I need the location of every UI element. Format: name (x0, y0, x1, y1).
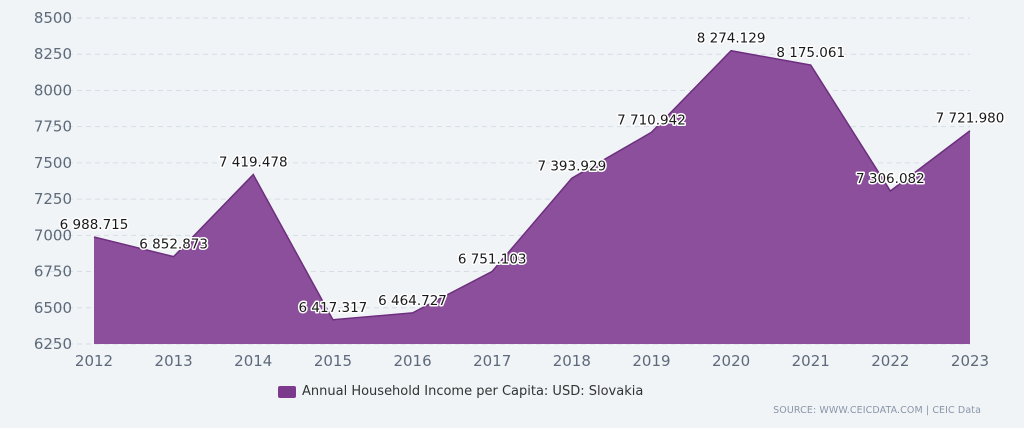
data-point (411, 311, 415, 315)
area-fill (94, 50, 970, 344)
data-label: 6 852.873 (139, 237, 208, 253)
y-tick-label: 7250 (34, 190, 72, 208)
data-label: 8 175.061 (776, 45, 845, 61)
data-point (809, 63, 813, 67)
x-tick-label: 2014 (234, 352, 272, 370)
y-tick-label: 7750 (34, 118, 72, 136)
x-tick-label: 2016 (393, 352, 431, 370)
series-line (93, 49, 971, 321)
legend-label: Annual Household Income per Capita: USD:… (302, 384, 644, 399)
data-label: 7 393.929 (537, 158, 606, 174)
data-point (172, 255, 176, 259)
x-tick-label: 2020 (712, 352, 750, 370)
data-point (888, 189, 892, 193)
x-tick-label: 2013 (155, 352, 193, 370)
data-label: 7 721.980 (936, 111, 1005, 127)
data-label: 7 306.082 (856, 171, 925, 187)
x-tick-label: 2021 (792, 352, 830, 370)
data-point (251, 173, 255, 177)
y-tick-label: 7000 (34, 226, 72, 244)
data-point (490, 269, 494, 273)
data-point (331, 318, 335, 322)
legend[interactable]: Annual Household Income per Capita: USD:… (278, 384, 643, 399)
x-tick-label: 2018 (553, 352, 591, 370)
x-tick-label: 2023 (951, 352, 989, 370)
y-tick-label: 6250 (34, 335, 72, 353)
y-tick-label: 8500 (34, 9, 72, 27)
x-tick-label: 2022 (871, 352, 909, 370)
data-point (649, 130, 653, 134)
data-label: 8 274.129 (697, 31, 766, 47)
y-tick-label: 6750 (34, 263, 72, 281)
data-label: 6 417.317 (299, 300, 368, 316)
data-label: 6 751.103 (458, 251, 527, 267)
data-point (968, 129, 972, 133)
data-point (92, 235, 96, 239)
data-label: 6 464.727 (378, 293, 447, 309)
y-tick-label: 8250 (34, 45, 72, 63)
data-point (570, 176, 574, 180)
source-note[interactable]: SOURCE: WWW.CEICDATA.COM | CEIC Data (773, 405, 981, 416)
x-tick-label: 2017 (473, 352, 511, 370)
data-point (729, 49, 733, 53)
x-tick-label: 2012 (75, 352, 113, 370)
data-label: 7 710.942 (617, 112, 686, 128)
y-tick-label: 6500 (34, 299, 72, 317)
x-tick-label: 2019 (632, 352, 670, 370)
legend-swatch (278, 385, 296, 398)
data-label: 7 419.478 (219, 155, 288, 171)
data-label: 6 988.715 (60, 217, 129, 233)
x-tick-label: 2015 (314, 352, 352, 370)
y-tick-label: 8000 (34, 81, 72, 99)
y-tick-label: 7500 (34, 154, 72, 172)
